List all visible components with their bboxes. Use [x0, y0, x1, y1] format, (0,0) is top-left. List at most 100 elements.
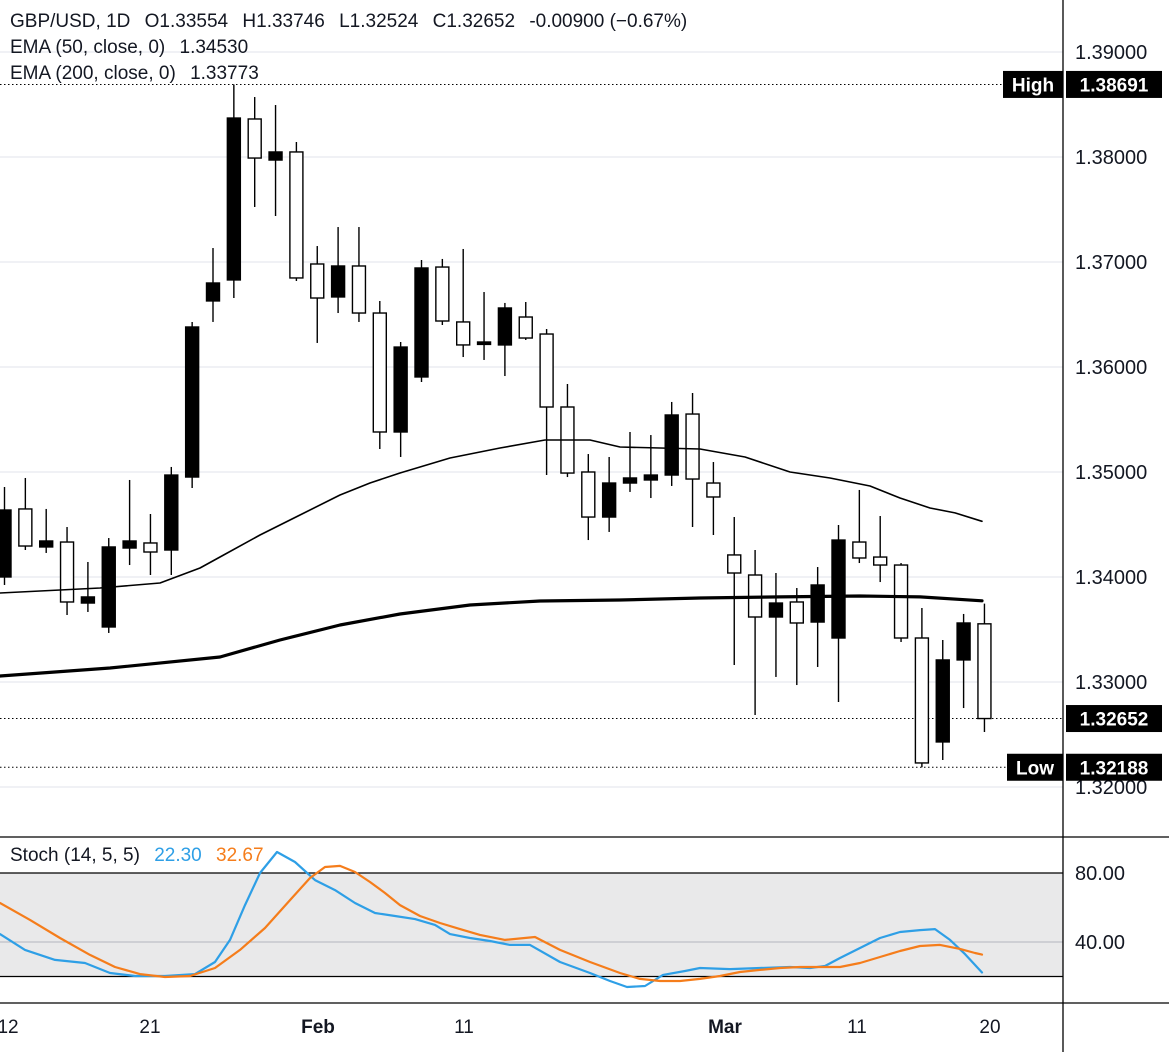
candle-body	[768, 602, 784, 618]
candle-body	[539, 333, 554, 408]
candle[interactable]	[643, 435, 659, 499]
price-tick-label: 1.38000	[1075, 147, 1147, 169]
candle[interactable]	[456, 248, 471, 358]
candle[interactable]	[414, 260, 429, 383]
candle[interactable]	[393, 342, 408, 457]
candle[interactable]	[581, 454, 596, 541]
candle[interactable]	[330, 227, 346, 314]
candle-body	[810, 584, 825, 623]
candle-body	[581, 471, 596, 518]
candle[interactable]	[143, 513, 158, 576]
candle-body	[664, 414, 679, 476]
candle[interactable]	[80, 561, 96, 612]
candle[interactable]	[0, 487, 12, 585]
candle-body	[831, 539, 846, 639]
candle-body	[706, 482, 721, 498]
candle[interactable]	[18, 477, 33, 551]
candle[interactable]	[268, 105, 283, 217]
candle[interactable]	[893, 563, 909, 642]
candle-body	[914, 637, 930, 764]
candle-body	[164, 474, 179, 551]
candle[interactable]	[122, 479, 137, 566]
candle[interactable]	[435, 258, 450, 325]
time-tick-label: 20	[979, 1017, 1000, 1038]
candle[interactable]	[289, 141, 304, 282]
ohlc-close: C1.32652	[432, 11, 516, 32]
candle[interactable]	[685, 393, 700, 528]
symbol-title[interactable]: GBP/USD, 1D	[10, 11, 131, 32]
ema50-row[interactable]: EMA (50, close, 0) 1.34530	[10, 35, 696, 61]
candle[interactable]	[59, 527, 75, 616]
candle[interactable]	[205, 248, 221, 322]
candle[interactable]	[39, 508, 54, 553]
candle-body	[601, 482, 617, 518]
candle[interactable]	[497, 302, 513, 377]
candle[interactable]	[768, 573, 784, 677]
candle[interactable]	[601, 456, 617, 532]
candle[interactable]	[977, 603, 992, 732]
price-axis[interactable]: 1.39000 1.38000 1.37000 1.36000 1.35000 1.340…	[1075, 42, 1147, 799]
candles-layer	[0, 84, 992, 768]
level-lines	[0, 83, 1063, 768]
close-price-badge-box	[1066, 705, 1162, 733]
stoch-legend: Stoch (14, 5, 5) 22.30 32.67	[10, 843, 273, 869]
stoch-label[interactable]: Stoch (14, 5, 5)	[10, 845, 140, 866]
stoch-lines	[0, 850, 984, 989]
candle-body	[873, 556, 888, 566]
candle[interactable]	[727, 517, 742, 665]
time-tick-label: Mar	[708, 1017, 742, 1038]
candle[interactable]	[518, 302, 533, 341]
candle[interactable]	[622, 431, 638, 492]
candle-body	[226, 117, 242, 281]
candle-body	[59, 541, 75, 603]
ema200-row[interactable]: EMA (200, close, 0) 1.33773	[10, 61, 696, 87]
candle-body	[268, 151, 283, 161]
stoch-axis[interactable]: 80.00 40.00	[1075, 863, 1125, 954]
candle[interactable]	[476, 292, 492, 360]
symbol-row[interactable]: GBP/USD, 1D O1.33554 H1.33746 L1.32524 C…	[10, 9, 696, 35]
price-tick-label: 1.34000	[1075, 567, 1147, 589]
candle[interactable]	[935, 639, 950, 761]
candle-body	[330, 265, 346, 298]
candle[interactable]	[956, 613, 971, 709]
high-label-badge-box	[1003, 70, 1063, 98]
candle[interactable]	[539, 328, 554, 476]
candle[interactable]	[310, 246, 325, 343]
ema50-label[interactable]: EMA (50, close, 0)	[10, 37, 166, 58]
time-axis[interactable]: 12 21 Feb 11 Mar 11 20	[0, 1017, 1001, 1038]
candle-body	[205, 282, 221, 302]
candle[interactable]	[247, 97, 262, 207]
candle[interactable]	[706, 462, 721, 535]
candle-body	[143, 542, 158, 553]
candle-body	[0, 509, 12, 578]
candle[interactable]	[852, 489, 867, 564]
candle-body	[685, 413, 700, 480]
stoch-row[interactable]: Stoch (14, 5, 5) 22.30 32.67	[10, 843, 273, 869]
candle-body	[456, 321, 471, 346]
candle[interactable]	[164, 466, 179, 576]
price-badges: High 1.38691 1.32652 Low 1.32188	[1003, 70, 1162, 781]
candle[interactable]	[664, 401, 679, 486]
candle-body	[977, 623, 992, 720]
stoch-band	[0, 872, 1063, 978]
candle[interactable]	[914, 607, 930, 768]
candle[interactable]	[351, 227, 367, 322]
candle[interactable]	[101, 538, 116, 633]
candle[interactable]	[789, 588, 804, 686]
close-price-badge-text: 1.32652	[1080, 710, 1149, 731]
ema200-label[interactable]: EMA (200, close, 0)	[10, 63, 176, 84]
candle[interactable]	[184, 321, 200, 488]
candle-body	[727, 554, 742, 574]
candle[interactable]	[831, 525, 846, 702]
stoch-tick-label: 40.00	[1075, 932, 1125, 954]
price-tick-label: 1.35000	[1075, 462, 1147, 484]
candle[interactable]	[873, 515, 888, 583]
candle[interactable]	[226, 84, 242, 299]
high-value-badge-text: 1.38691	[1080, 75, 1149, 96]
candle[interactable]	[372, 300, 387, 450]
candle-body	[289, 151, 304, 279]
candle-body	[435, 266, 450, 322]
candle[interactable]	[810, 567, 825, 667]
